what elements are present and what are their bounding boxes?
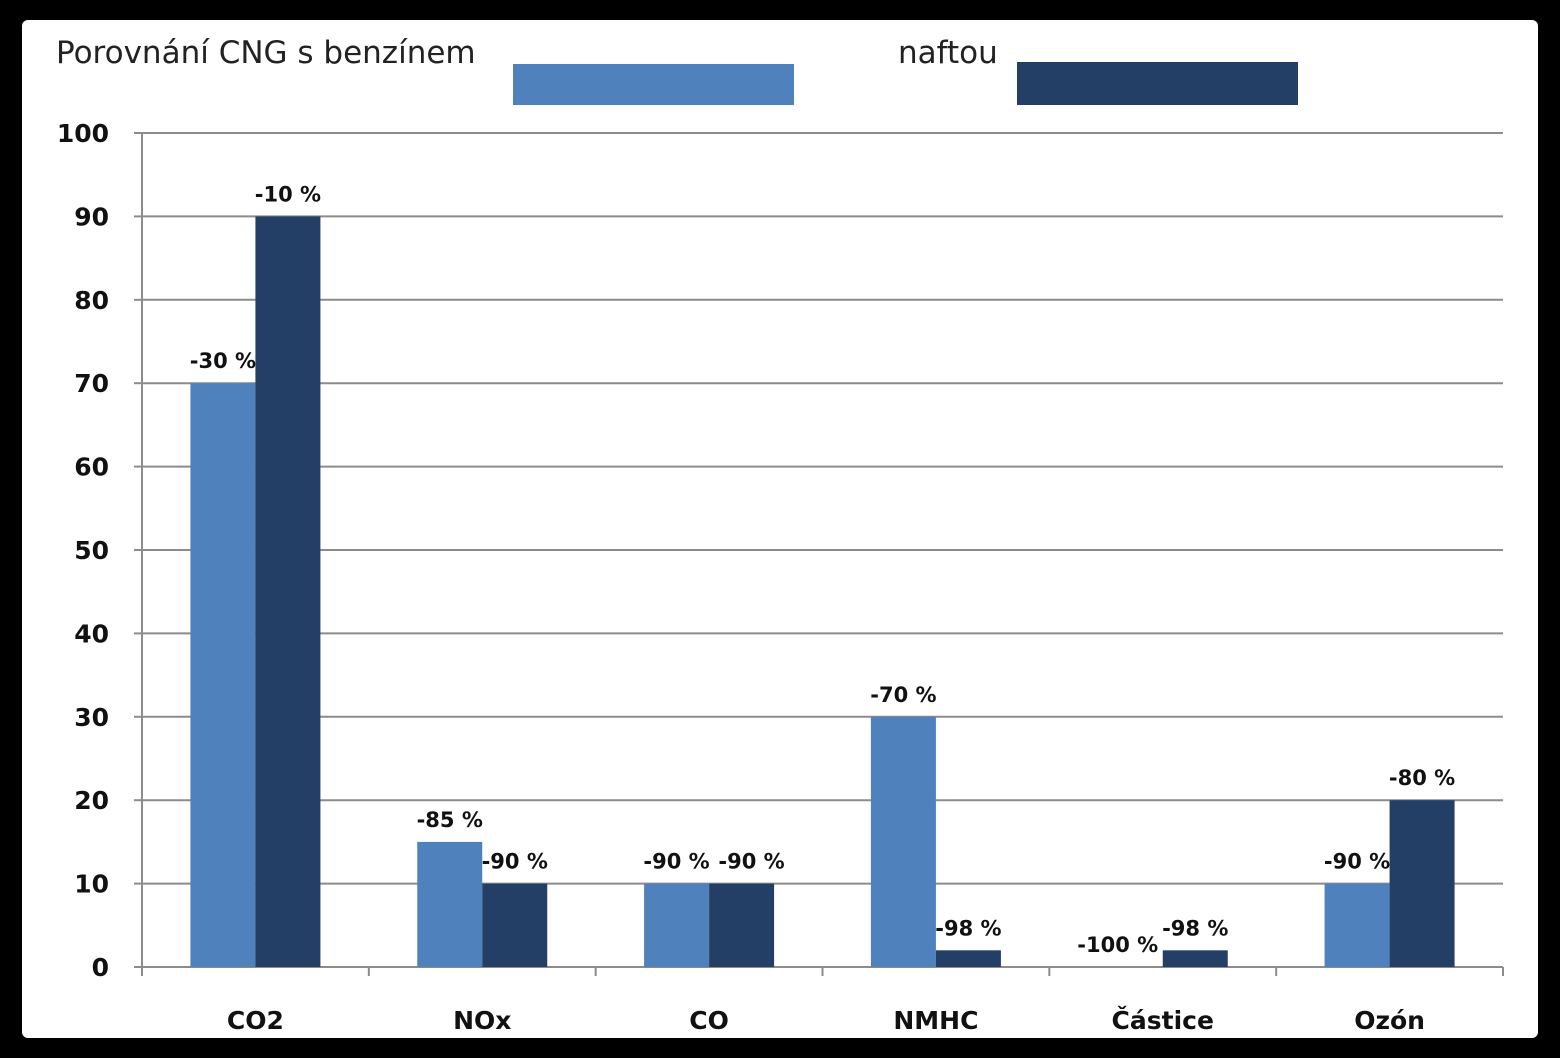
bars (190, 216, 1455, 967)
x-category-label: CO2 (227, 1006, 284, 1035)
x-category-label: NMHC (893, 1006, 978, 1035)
bar-naftou-Částice (1162, 950, 1228, 967)
bar-benzínem-Ozón (1324, 883, 1390, 967)
x-category-label: Částice (1112, 1005, 1214, 1035)
bar-benzínem-NOx (417, 841, 483, 967)
data-label: -85 % (417, 808, 483, 832)
bar-naftou-CO (709, 883, 775, 967)
legend-swatch-benzinem (513, 64, 794, 105)
data-label: -98 % (1162, 916, 1228, 940)
y-tick-label: 50 (74, 536, 109, 565)
y-tick-label: 0 (92, 953, 109, 982)
y-tick-label: 100 (57, 119, 109, 148)
y-tick-label: 40 (74, 619, 109, 648)
chart-title: Porovnání CNG s benzínem (56, 35, 476, 71)
data-label: -90 % (482, 850, 548, 874)
bar-naftou-NMHC (935, 950, 1001, 967)
y-tick-label: 60 (74, 453, 109, 482)
y-tick-label: 80 (74, 286, 109, 315)
legend-label-naftou: naftou (898, 35, 998, 71)
y-tick-label: 70 (74, 369, 109, 398)
data-label: -30 % (190, 349, 256, 373)
data-label: -80 % (1389, 766, 1455, 790)
bar-benzínem-CO (644, 883, 710, 967)
data-label: -70 % (870, 683, 936, 707)
data-label: -90 % (1324, 850, 1390, 874)
bar-benzínem-NMHC (870, 716, 936, 967)
data-label: -90 % (643, 850, 709, 874)
data-labels: -30 % -10 % -85 % -90 % -90 % -90 % -70 % -98 %… (190, 182, 1455, 957)
bar-benzínem-CO2 (190, 383, 256, 967)
x-category-label: NOx (453, 1006, 511, 1035)
data-label: -100 % (1077, 933, 1158, 957)
axes: 0 10 20 30 40 50 60 70 80 90 100 CO2 NOx CO NMHC Částic… (57, 119, 1504, 1035)
gridlines (142, 132, 1503, 885)
bar-naftou-Ozón (1389, 800, 1455, 967)
x-category-label: CO (689, 1006, 729, 1035)
y-tick-label: 30 (74, 703, 109, 732)
bar-naftou-NOx (482, 883, 548, 967)
x-category-label: Ozón (1354, 1006, 1425, 1035)
y-tick-label: 20 (74, 786, 109, 815)
data-label: -98 % (935, 916, 1001, 940)
legend-swatch-naftou (1017, 62, 1298, 105)
data-label: -90 % (718, 850, 784, 874)
y-tick-label: 90 (74, 202, 109, 231)
y-tick-label: 10 (74, 870, 109, 899)
data-label: -10 % (255, 182, 321, 206)
bar-naftou-CO2 (255, 216, 321, 967)
